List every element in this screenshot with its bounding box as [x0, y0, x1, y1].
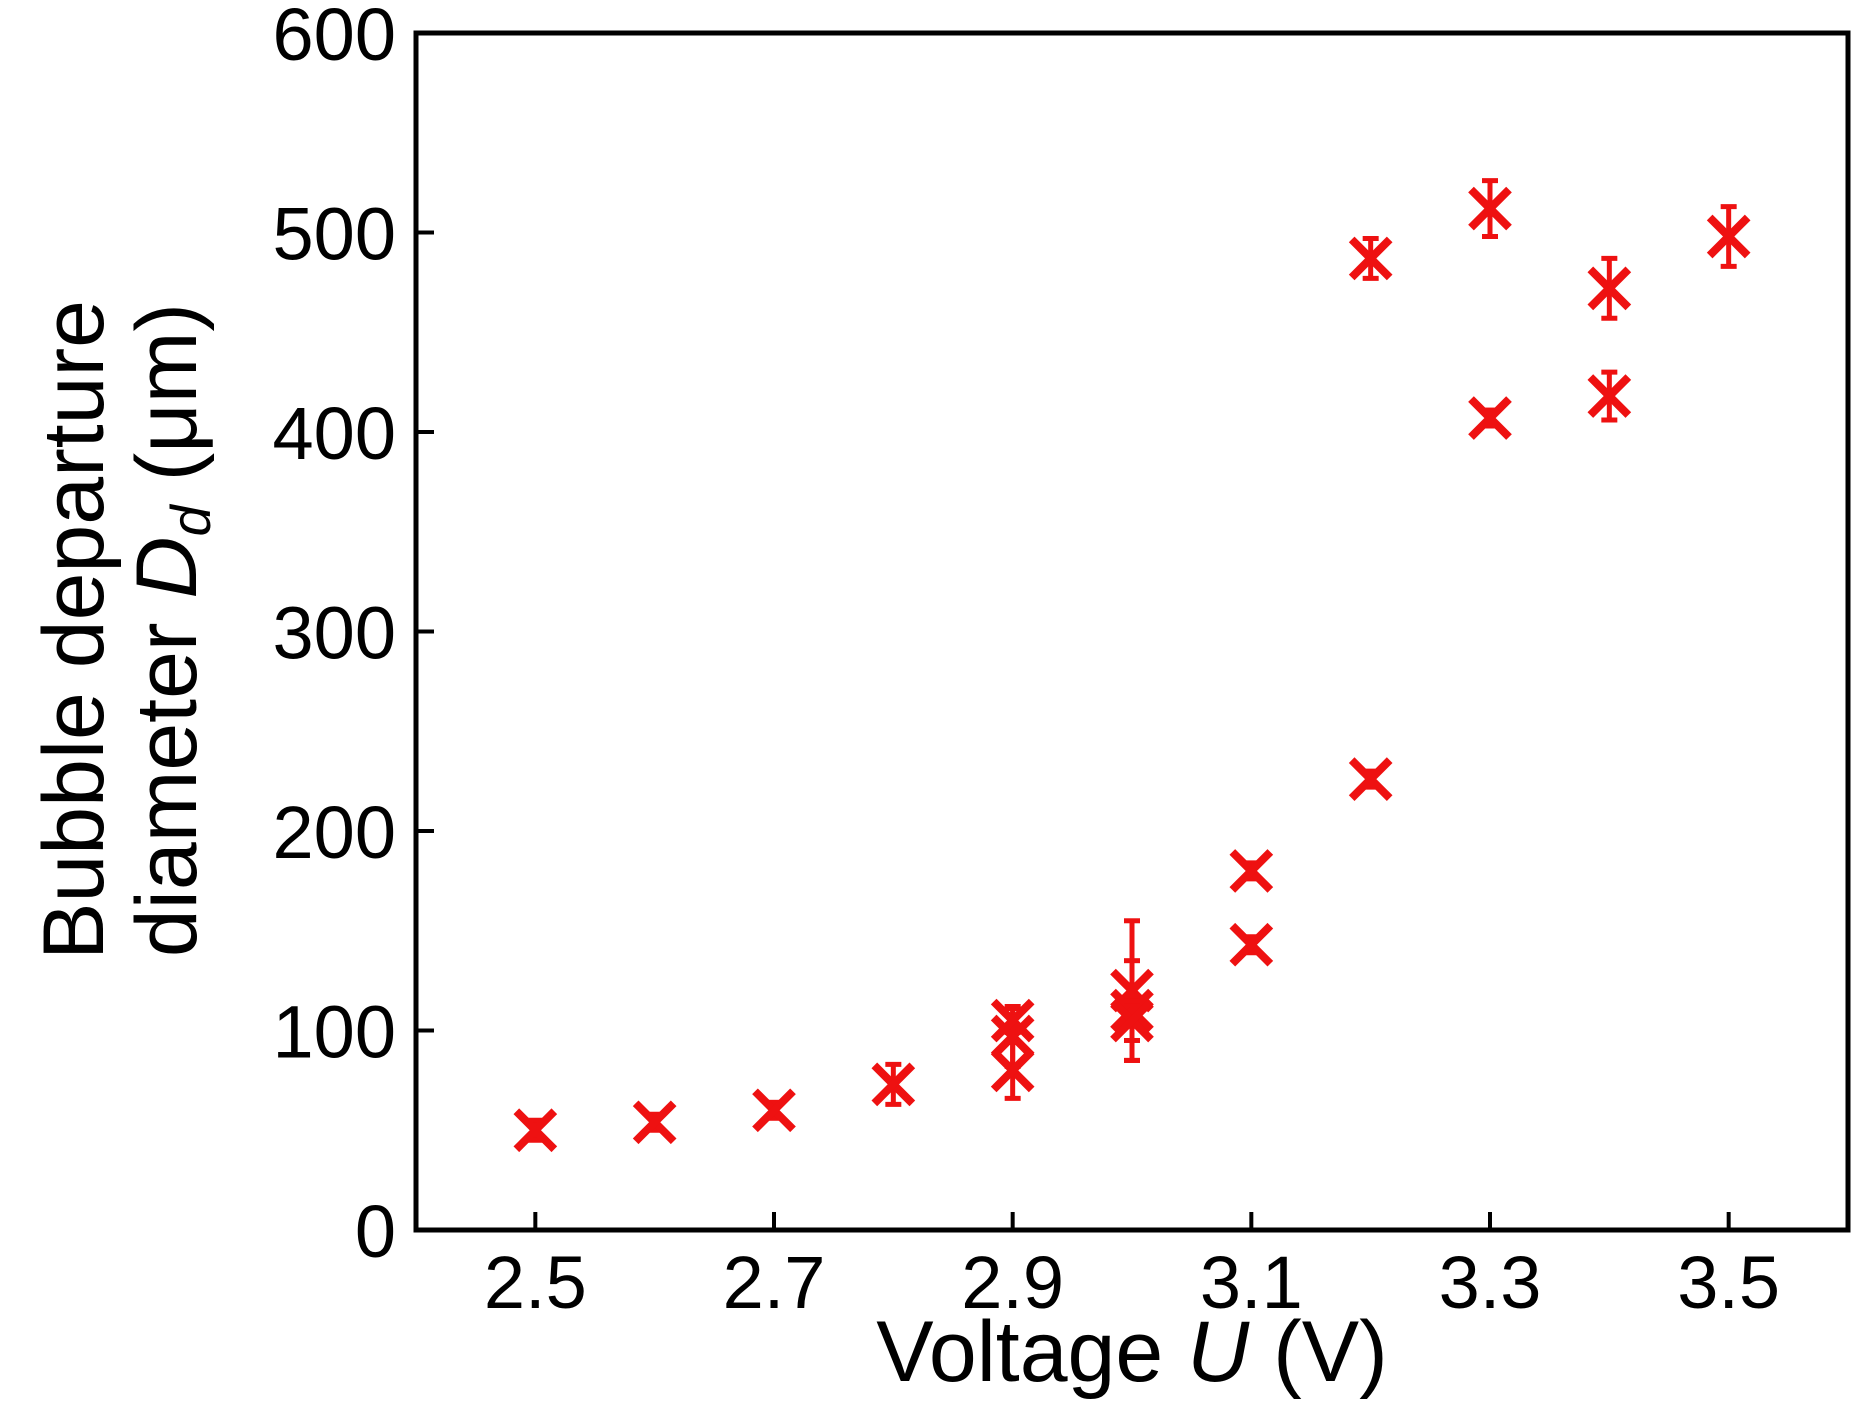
x-marker-stroke	[1110, 998, 1154, 1043]
y-tick-label: 200	[273, 791, 396, 874]
x-marker-stroke	[1229, 849, 1274, 893]
x-marker-stroke	[990, 1048, 1035, 1093]
x-marker-stroke	[632, 1100, 677, 1145]
y-tick-label: 400	[273, 392, 396, 475]
data-point	[990, 1039, 1035, 1101]
x-tick-label: 3.5	[1677, 1241, 1780, 1324]
x-tick-label: 3.1	[1200, 1241, 1303, 1324]
x-marker-stroke	[513, 1108, 558, 1153]
data-point	[513, 1108, 558, 1153]
x-tick-label: 2.5	[484, 1241, 587, 1324]
data-point	[1348, 757, 1393, 801]
y-axis-title-prefix: diameter	[119, 599, 215, 958]
x-axis-title-symbol: U	[1187, 1304, 1250, 1400]
data-point	[871, 1061, 916, 1107]
data-point	[1348, 235, 1393, 281]
data-series	[513, 178, 1751, 1153]
data-point	[990, 998, 1035, 1043]
y-tick-label: 300	[273, 592, 396, 675]
x-axis-ticks: 2.5 2.7 2.9 3.1 3.3 3.5	[484, 1212, 1780, 1324]
y-tick-label: 600	[273, 0, 396, 76]
x-marker-stroke	[871, 1062, 916, 1107]
x-marker-stroke	[990, 998, 1035, 1043]
x-marker-stroke	[990, 1014, 1035, 1059]
y-axis-title-line2: diameter Dd (μm)	[119, 303, 222, 957]
y-axis-ticks: 0 100 200 300 400 500 600	[273, 0, 434, 1273]
y-tick-label: 500	[273, 193, 396, 276]
y-axis-title-suffix: (μm)	[119, 303, 215, 505]
x-marker-stroke	[1706, 214, 1751, 259]
x-marker-stroke	[752, 1088, 796, 1133]
data-point	[1229, 849, 1274, 893]
y-axis-title-line2-group: diameter Dd (μm)	[119, 303, 222, 957]
x-axis-title-suffix: (V)	[1249, 1304, 1388, 1400]
x-marker-stroke	[1229, 922, 1274, 967]
data-point	[1587, 255, 1632, 321]
y-axis-title-line1-group: Bubble departure	[26, 300, 122, 960]
x-marker-stroke	[1468, 186, 1512, 231]
y-axis-title-line1: Bubble departure	[26, 300, 122, 960]
x-tick-label: 2.7	[723, 1241, 826, 1324]
x-marker-stroke	[1468, 396, 1512, 440]
x-tick-label: 3.3	[1439, 1241, 1542, 1324]
x-tick-label: 2.9	[961, 1241, 1064, 1324]
data-point	[1229, 922, 1274, 967]
y-axis-title-symbol: D	[119, 536, 215, 598]
x-marker-stroke	[1587, 374, 1632, 418]
data-point	[1468, 178, 1512, 239]
x-axis-title: Voltage U (V)	[876, 1304, 1387, 1400]
y-tick-label: 0	[355, 1190, 396, 1273]
x-axis-title-prefix: Voltage	[876, 1304, 1187, 1400]
data-point	[752, 1088, 796, 1133]
x-marker-stroke	[1587, 266, 1632, 311]
x-marker-stroke	[1348, 236, 1393, 281]
y-axis-title-subscript: d	[159, 503, 222, 536]
data-point	[632, 1100, 677, 1145]
x-marker-stroke	[1348, 757, 1393, 801]
data-point	[1706, 204, 1751, 269]
data-point	[1587, 369, 1632, 423]
data-point	[1110, 998, 1154, 1043]
data-point	[1468, 396, 1512, 440]
y-tick-label: 100	[273, 991, 396, 1074]
